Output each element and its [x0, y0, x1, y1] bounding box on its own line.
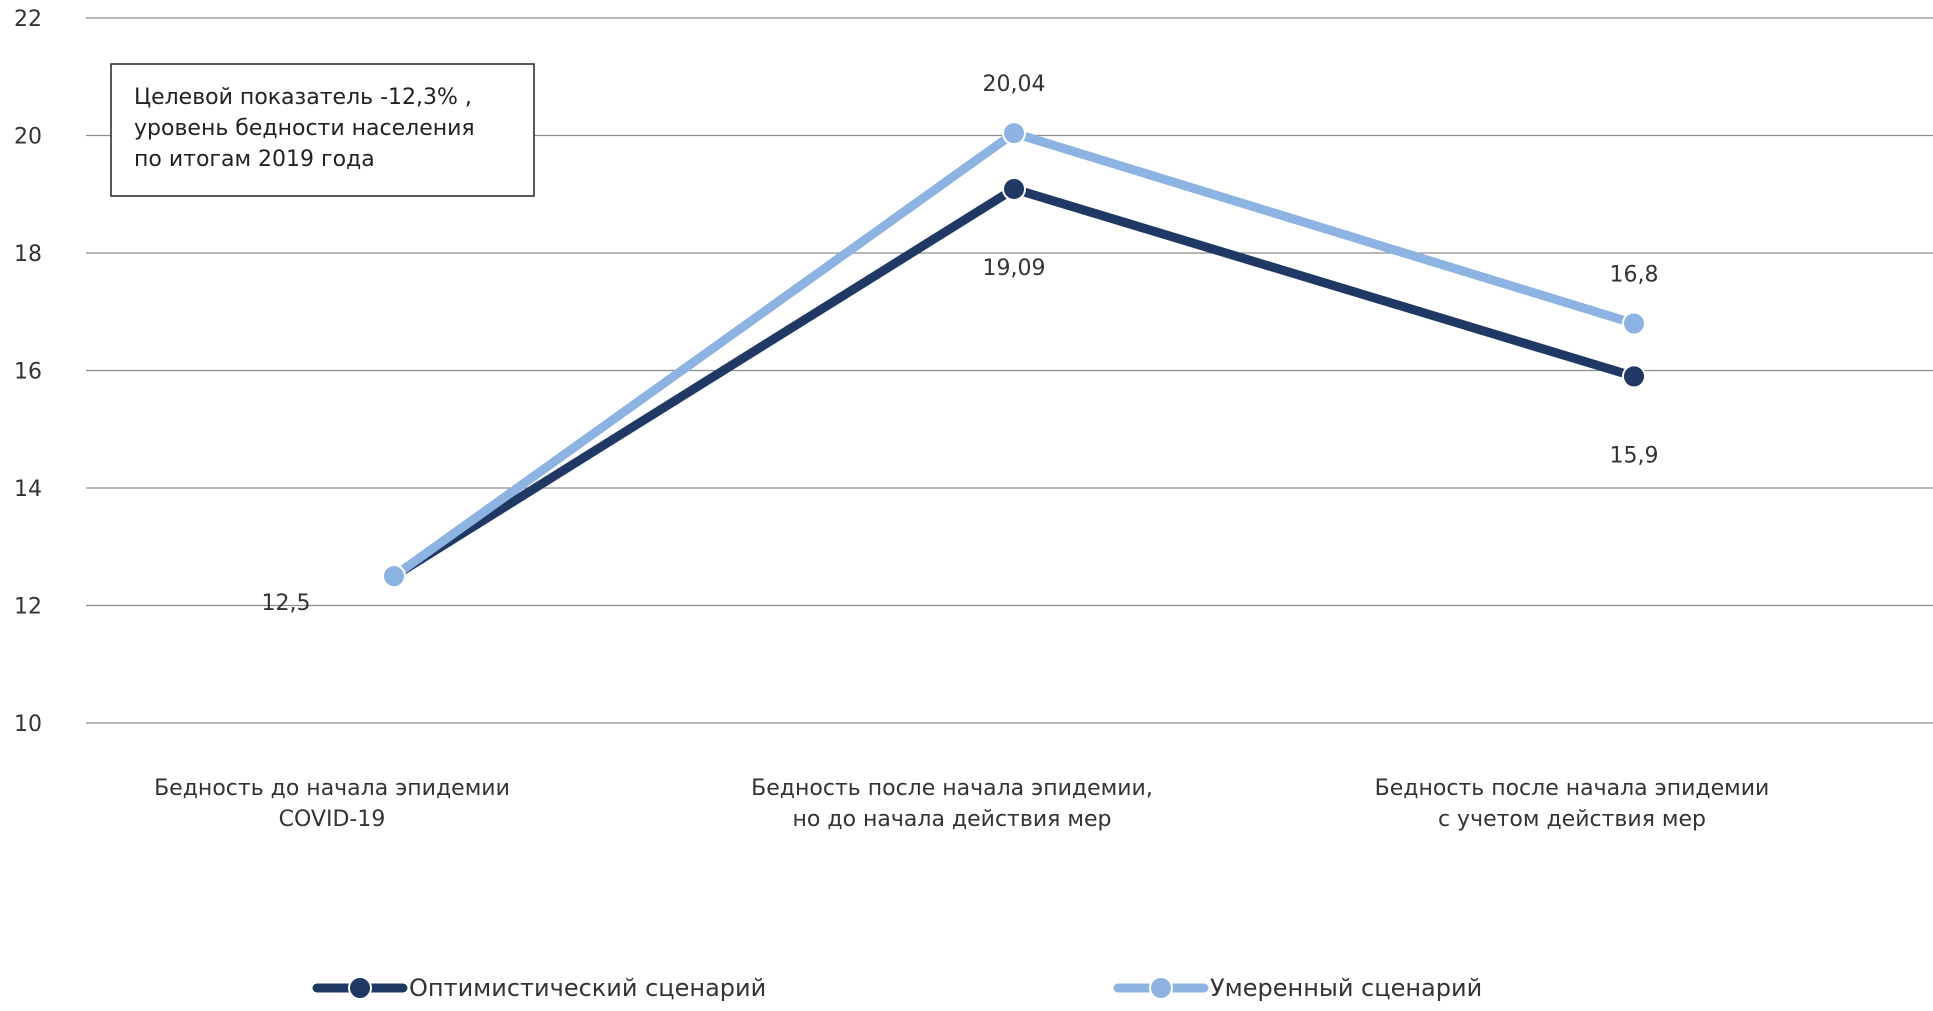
data-label-series-0-point-2: 15,9	[1610, 443, 1659, 468]
category-label-2-line-1: с учетом действия мер	[1438, 807, 1706, 832]
legend-label-1: Умеренный сценарий	[1210, 974, 1482, 1002]
y-tick-label-20: 20	[14, 125, 42, 150]
y-tick-label-14: 14	[14, 477, 42, 502]
series-points	[382, 121, 1646, 589]
series-1-point-0	[382, 564, 406, 589]
target-annotation-box: Целевой показатель -12,3% , уровень бедн…	[110, 63, 535, 197]
y-axis-ticks: 10 12 14 16 18 20 22	[14, 7, 42, 737]
category-label-1-line-1: но до начала действия мер	[793, 807, 1112, 832]
legend-label-0: Оптимистический сценарий	[409, 974, 766, 1002]
series-0-point-1	[1002, 176, 1026, 201]
category-label-0-line-0: Бедность до начала эпидемии	[154, 776, 510, 801]
x-axis-categories: Бедность до начала эпидемии COVID-19 Бедно…	[154, 776, 1769, 832]
series-line-0	[389, 184, 1639, 581]
annotation-border	[110, 63, 535, 197]
legend-item-1: Умеренный сценарий	[1113, 974, 1482, 1002]
y-tick-label-16: 16	[14, 360, 42, 385]
legend-item-0: Оптимистический сценарий	[312, 974, 766, 1002]
legend-swatch-marker-0	[348, 976, 372, 1000]
y-tick-label-22: 22	[14, 7, 42, 32]
category-label-0-line-1: COVID-19	[279, 807, 386, 832]
data-label-series-0-point-1: 19,09	[983, 256, 1046, 281]
data-label-series-0-point-0: 12,5	[262, 591, 311, 616]
series-1-point-1	[1002, 121, 1026, 146]
y-tick-label-18: 18	[14, 242, 42, 267]
annotation-line-3: по итогам 2019 года	[134, 147, 375, 172]
legend-swatch-marker-1	[1149, 976, 1173, 1000]
y-tick-label-10: 10	[14, 712, 42, 737]
series-1-point-2	[1622, 311, 1646, 336]
category-label-2-line-0: Бедность после начала эпидемии	[1375, 776, 1770, 801]
data-label-series-1-point-2: 16,8	[1610, 263, 1659, 288]
annotation-line-1: Целевой показатель -12,3% ,	[134, 85, 472, 110]
data-labels: 12,5 19,09 15,9 20,04 16,8	[262, 72, 1659, 616]
data-label-series-1-point-1: 20,04	[983, 72, 1046, 97]
legend: Оптимистический сценарий Умеренный сценар…	[312, 974, 1482, 1002]
series-0-point-2	[1622, 364, 1646, 389]
category-label-1-line-0: Бедность после начала эпидемии,	[751, 776, 1153, 801]
annotation-line-2: уровень бедности населения	[134, 116, 475, 141]
y-tick-label-12: 12	[14, 595, 42, 620]
